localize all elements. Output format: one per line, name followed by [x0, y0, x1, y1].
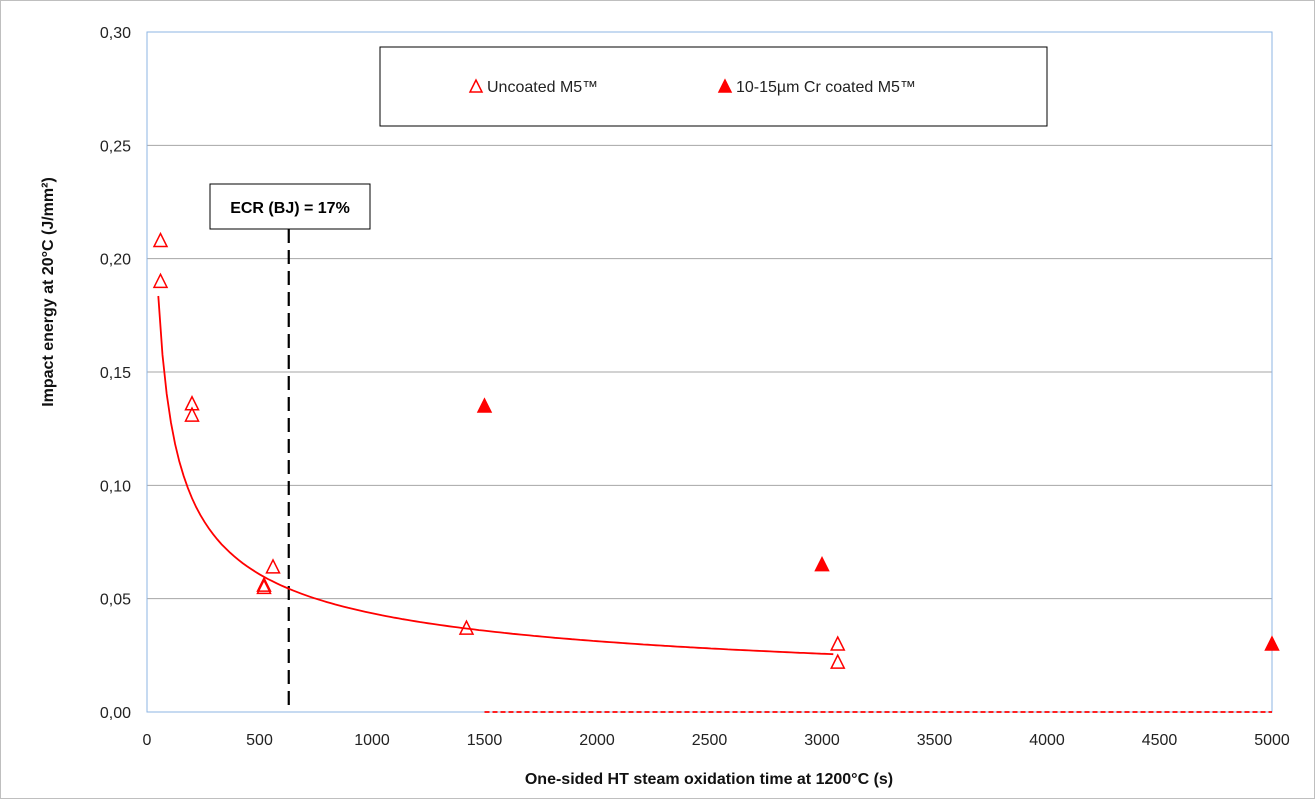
grid-layer — [147, 144, 1272, 600]
uncoated-data-point — [265, 558, 281, 574]
x-tick-label: 0 — [143, 732, 152, 749]
x-tick-label: 3000 — [804, 732, 840, 749]
x-tick-label: 4000 — [1029, 732, 1065, 749]
x-tick-label: 2500 — [692, 732, 728, 749]
ecr-label-box — [209, 183, 371, 230]
legend-label-uncoated: Uncoated M5™ — [487, 79, 598, 96]
uncoated-data-point — [458, 619, 475, 635]
uncoated-data-point — [152, 272, 169, 289]
coated-data-point — [1264, 635, 1280, 651]
x-tick-label: 500 — [246, 732, 273, 749]
uncoated-data-point — [830, 635, 846, 651]
coated-data-point — [476, 397, 493, 413]
y-tick-label: 0,05 — [100, 592, 131, 609]
legend: Uncoated M5™ 10-15µm Cr coated M5™ — [379, 46, 1048, 127]
uncoated-data-point — [152, 231, 169, 248]
x-tick-label: 1000 — [354, 732, 390, 749]
x-tick-label: 2000 — [579, 732, 615, 749]
ecr-label: ECR (BJ) = 17% — [230, 200, 350, 217]
uncoated-data-point — [256, 576, 272, 592]
x-tick-label: 4500 — [1142, 732, 1178, 749]
legend-marker-uncoated — [468, 78, 484, 93]
marker-layer — [152, 231, 1280, 669]
x-tick-label: 3500 — [917, 732, 953, 749]
uncoated-data-point — [830, 653, 846, 669]
x-axis-title: One-sided HT steam oxidation time at 120… — [525, 771, 893, 788]
legend-box — [379, 46, 1048, 127]
uncoated-data-point — [184, 406, 200, 422]
y-tick-label: 0,30 — [100, 25, 131, 42]
coated-data-point — [814, 555, 830, 572]
legend-label-coated: 10-15µm Cr coated M5™ — [736, 79, 916, 96]
uncoated-trendline — [157, 295, 834, 656]
y-tick-label: 0,20 — [100, 252, 131, 269]
x-tick-label: 1500 — [467, 732, 503, 749]
x-tick-label: 5000 — [1254, 732, 1290, 749]
y-tick-label: 0,00 — [100, 705, 131, 722]
annotation-layer: ECR (BJ) = 17% — [209, 183, 371, 712]
y-axis-title: Impact energy at 20°C (J/mm²) — [40, 177, 57, 407]
ticks-layer: 0,00 0,05 0,10 0,15 0,20 0,25 0,30 0 500 1000 1500… — [100, 25, 1290, 749]
y-tick-label: 0,15 — [100, 365, 131, 382]
trendline-layer — [157, 295, 1272, 713]
uncoated-data-point — [256, 578, 272, 595]
y-tick-label: 0,10 — [100, 478, 131, 495]
y-tick-label: 0,25 — [100, 138, 131, 155]
legend-marker-coated — [717, 78, 733, 93]
